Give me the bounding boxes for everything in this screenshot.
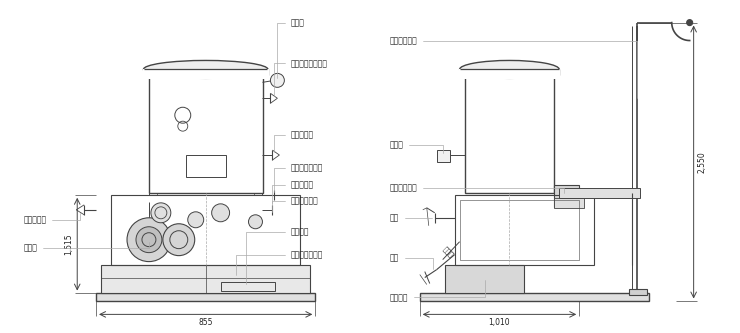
Bar [465,75,554,193]
Bar [460,200,579,260]
Text: 圧力計: 圧力計 [278,18,304,78]
Circle shape [136,227,162,253]
Bar [111,195,300,265]
Circle shape [270,73,284,87]
Bar [96,293,315,301]
Ellipse shape [144,61,268,78]
Bar [459,69,560,79]
Bar [221,281,275,291]
Text: ポンプ: ポンプ [24,242,149,252]
Bar [454,195,594,265]
Text: 助剤タンク: 助剤タンク [272,180,314,203]
Text: 出口: 出口 [390,213,432,222]
Bar [554,185,579,207]
Text: ドレンバルブ: ドレンバルブ [272,196,318,212]
Bar [420,293,649,301]
Text: ドレン: ドレン [442,245,455,258]
Bar [143,69,269,79]
Text: ステップ: ステップ [246,227,309,284]
Text: バイパスバルブ: バイパスバルブ [275,164,323,192]
Circle shape [127,218,171,262]
Bar [460,69,559,75]
Text: 入口バルブ: 入口バルブ [24,212,80,224]
Bar [186,155,226,177]
Bar [101,265,310,293]
Circle shape [212,204,229,222]
Text: 855: 855 [198,318,213,327]
Circle shape [151,203,171,223]
Text: 1,515: 1,515 [64,233,73,255]
Circle shape [163,224,195,256]
Bar [445,265,525,293]
Text: 1,010: 1,010 [488,318,511,327]
Text: ろ材巻取装置: ろ材巻取装置 [390,183,564,193]
Text: エアー抜きバルブ: エアー抜きバルブ [275,59,327,96]
Ellipse shape [460,61,559,78]
Text: ろ材吊上支柱: ろ材吊上支柱 [390,36,637,98]
Text: モーターカバー: モーターカバー [235,250,323,275]
Bar [149,75,263,193]
Text: 圧力計: 圧力計 [390,141,443,153]
Bar [559,188,640,198]
Circle shape [687,20,693,26]
Bar [144,69,269,75]
Text: 出口バルブ: 出口バルブ [275,131,314,152]
Text: 入口: 入口 [390,253,433,269]
Bar [629,289,647,295]
Text: 2,550: 2,550 [697,151,706,173]
Bar [437,150,450,162]
Circle shape [249,215,263,229]
Text: モーター: モーター [390,280,485,302]
Bar [554,198,584,208]
Circle shape [188,212,204,228]
